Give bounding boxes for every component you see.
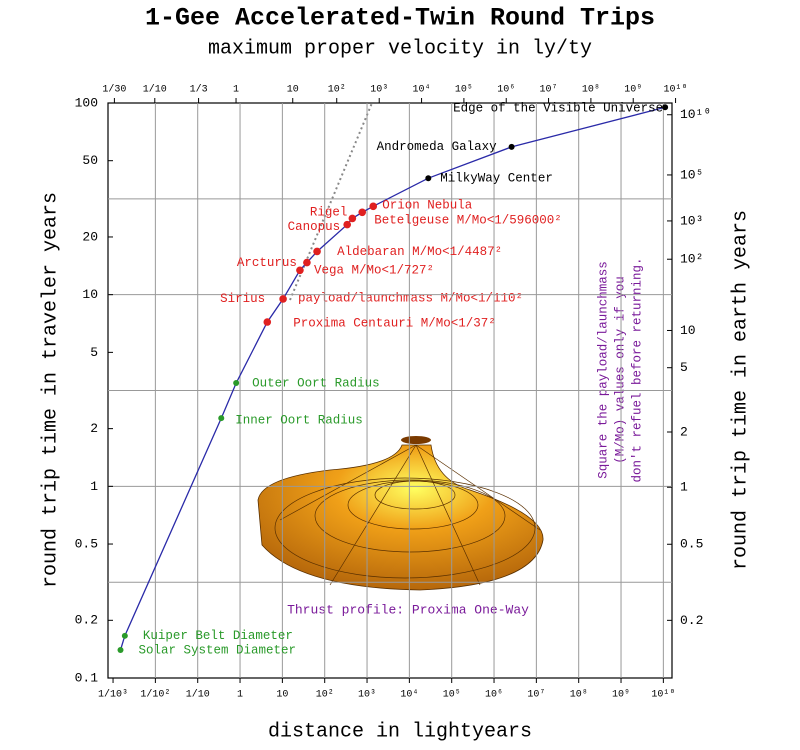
x2-tick-label: 10² [328,85,346,96]
x2-tick-label: 1 [233,85,239,96]
x2-tick-label: 1/30 [102,84,126,96]
x2-tick-label: 10³ [370,85,388,96]
thrust-profile-figure [257,436,544,591]
y-tick-label: 100 [75,95,98,110]
point-label: Solar System Diameter [138,643,296,657]
x-tick-label: 10⁹ [612,690,630,701]
x-tick-label: 10¹⁰ [651,689,675,701]
y2-tick-label: 5 [680,360,688,375]
y-tick-label: 50 [82,153,98,168]
y2-tick-label: 10¹⁰ [680,107,711,122]
data-point [233,380,240,387]
y-tick-label: 2 [90,421,98,436]
x-axis-label: distance in lightyears [268,720,532,743]
data-point [121,632,128,639]
x2-tick-label: 10⁶ [497,85,515,96]
chart-title: 1-Gee Accelerated-Twin Round Trips [145,4,655,33]
x2-tick-label: 10⁴ [413,84,431,96]
y2-axis-label: round trip time in earth years [729,210,752,570]
data-point [369,202,378,211]
y-tick-label: 5 [90,345,98,360]
point-label: Vega M/Mo<1/727² [314,264,434,278]
point-label: Proxima Centauri M/Mo<1/37² [293,316,496,330]
y-tick-label: 10 [82,287,98,302]
x2-tick-label: 10⁹ [624,85,642,96]
point-label: Betelgeuse M/Mo<1/596000² [374,214,562,228]
point-label: Aldebaran M/Mo<1/4487² [337,245,502,259]
x2-tick-label: 10⁸ [582,85,600,96]
point-label: Sirius [220,292,265,306]
point-label: Orion Nebula [382,199,473,213]
note-line: (M/Mo) values only if you [613,276,627,464]
y2-tick-label: 10 [680,323,696,338]
note-line: Square the payload/launchmass [596,261,610,479]
data-point [425,175,432,182]
x-tick-label: 1/10 [186,689,210,701]
x-tick-label: 10² [316,690,334,701]
data-point [662,104,669,111]
y2-tick-label: 10³ [680,213,703,228]
annotation: Thrust profile: Proxima One-Way [287,602,529,617]
reference-line [289,102,373,301]
x2-tick-label: 10¹⁰ [664,84,688,96]
point-label: Arcturus [237,256,297,270]
point-label: Kuiper Belt Diameter [143,629,293,643]
y-tick-label: 0.1 [75,670,99,685]
data-point [313,247,321,256]
x2-tick-label: 10⁷ [540,85,558,96]
y-tick-label: 20 [82,229,98,244]
y2-tick-label: 1 [680,480,688,495]
data-point [303,258,311,267]
point-label: Canopus [288,220,341,234]
data-point [343,220,352,229]
point-label: MilkyWay Center [440,172,553,186]
x-tick-label: 10⁷ [527,690,545,701]
point-label: Edge of the Visible Universe [453,102,663,116]
data-point [508,143,515,150]
x-tick-label: 10⁴ [400,689,418,701]
y-axis-label: round trip time in traveler years [39,192,62,588]
data-point [218,415,225,422]
y2-tick-label: 2 [680,424,688,439]
point-label: Andromeda Galaxy [377,140,498,154]
data-point [348,214,357,223]
point-label: Outer Oort Radius [252,376,380,390]
x-tick-label: 10⁶ [485,690,503,701]
y2-tick-label: 10² [680,252,703,267]
x2-axis-label: maximum proper velocity in ly/ty [208,37,592,60]
y2-tick-label: 0.5 [680,537,703,552]
data-point [263,318,272,326]
data-point [358,208,367,217]
x2-tick-label: 10 [287,85,299,96]
data-point [296,266,304,275]
x2-tick-label: 1/10 [143,84,167,96]
x-tick-label: 10³ [358,690,376,701]
x-tick-label: 10 [276,690,288,701]
y-tick-label: 1 [90,479,98,494]
curve [119,106,666,651]
point-label: Inner Oort Radius [235,413,363,427]
note: Square the payload/launchmass (M/Mo) val… [596,257,644,482]
y-tick-label: 0.5 [75,536,98,551]
data-point [279,295,287,303]
x2-tick-label: 1/3 [190,84,208,96]
y-tick-label: 0.2 [75,613,98,628]
x2-tick-label: 10⁵ [455,85,473,96]
annotation: payload/launchmass M/Mo<1/110² [298,291,523,305]
note-line: don't refuel before returning. [630,257,644,482]
x-tick-label: 10⁸ [570,690,588,701]
point-label: Rigel [310,206,348,220]
y2-tick-label: 10⁵ [680,167,703,182]
x-tick-label: 1/10² [140,689,170,701]
y2-tick-label: 0.2 [680,613,703,628]
x-tick-label: 10⁵ [443,690,461,701]
x-tick-label: 1/10³ [98,689,128,701]
x-tick-label: 1 [237,690,243,701]
data-point [117,646,124,653]
